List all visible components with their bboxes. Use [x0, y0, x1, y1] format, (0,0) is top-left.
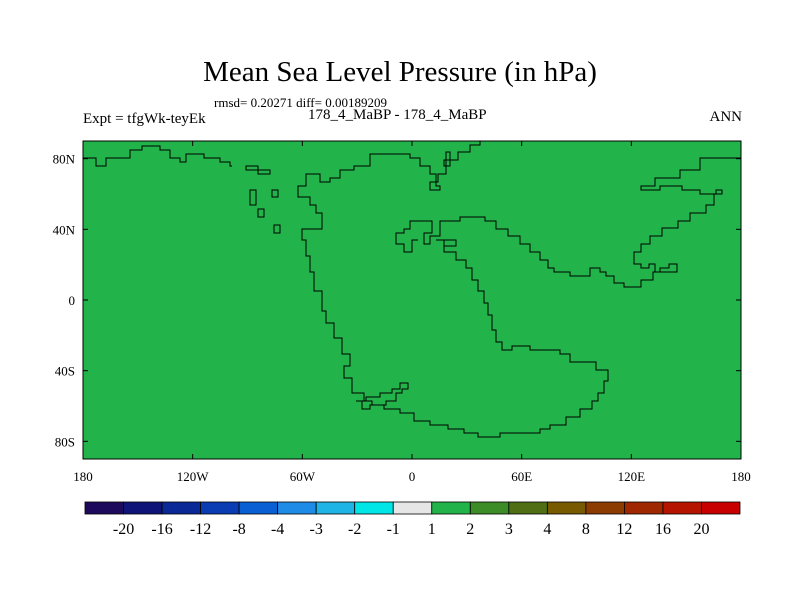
colorbar-labels: -20 -16 -12 -8 -4 -3 -2 -1 1 2 3 4 8 12 16 20 [113, 521, 710, 538]
lon-tick-label: 180 [73, 469, 93, 484]
coastline-north [83, 140, 742, 288]
coastline-greenland [245, 165, 271, 175]
colorbar-label: 8 [582, 521, 590, 538]
coastline-eurasia [297, 141, 609, 438]
colorbar-boxes [84, 501, 741, 515]
island-1 [249, 189, 257, 206]
coastline-sw-lobe [356, 382, 409, 410]
lon-tick-label: 60W [290, 469, 316, 484]
map-title: Mean Sea Level Pressure (in hPa) [203, 56, 597, 88]
case-label: 178_4_MaBP - 178_4_MaBP [308, 107, 487, 123]
colorbar-box [701, 501, 741, 515]
colorbar-box [624, 501, 664, 515]
island-2 [257, 208, 265, 218]
island-4 [273, 224, 281, 234]
colorbar-box [123, 501, 163, 515]
lon-tick-label: 120W [177, 469, 210, 484]
colorbar-label: -4 [271, 521, 284, 538]
pressure-field [83, 141, 741, 459]
longitude-ticks: 180 120W 60W 0 60E 120E 180 [73, 141, 751, 484]
colorbar-box [469, 501, 510, 515]
colorbar-box [392, 501, 433, 515]
colorbar-box [315, 501, 356, 515]
coastline-arctic [83, 145, 232, 167]
colorbar-box [431, 501, 471, 515]
coastlines [83, 140, 742, 438]
colorbar-label: -8 [232, 521, 245, 538]
latitude-ticks: 80N 40N 0 40S 80S [53, 152, 741, 449]
colorbar-label: 12 [616, 521, 632, 538]
colorbar-box [238, 501, 279, 515]
colorbar-box [84, 501, 124, 515]
colorbar-label: 3 [505, 521, 513, 538]
colorbar-label: -2 [348, 521, 361, 538]
colorbar-box [508, 501, 548, 515]
colorbar-label: 16 [655, 521, 671, 538]
lat-tick-label: 80S [55, 434, 75, 449]
colorbar-label: -1 [387, 521, 400, 538]
lon-tick-label: 120E [618, 469, 646, 484]
season-label: ANN [709, 109, 743, 125]
colorbar-box [161, 501, 201, 515]
colorbar-label: 4 [543, 521, 551, 538]
island-3 [271, 189, 279, 198]
colorbar-box [546, 501, 587, 515]
colorbar-label: -12 [190, 521, 211, 538]
colorbar-label: 2 [466, 521, 474, 538]
lake-1 [443, 239, 457, 247]
colorbar-box [662, 501, 702, 515]
colorbar-label: 1 [428, 521, 436, 538]
lon-tick-label: 180 [731, 469, 751, 484]
colorbar-label: -3 [310, 521, 323, 538]
colorbar-box [200, 501, 240, 515]
colorbar-box [277, 501, 317, 515]
lat-tick-label: 0 [69, 293, 76, 308]
lat-tick-label: 40N [53, 222, 76, 237]
colorbar-label: -16 [151, 521, 172, 538]
stats-label: rmsd= 0.20271 diff= 0.00189209 [214, 95, 387, 110]
colorbar-label: -20 [113, 521, 134, 538]
lon-tick-label: 60E [511, 469, 532, 484]
lat-tick-label: 40S [55, 364, 75, 379]
colorbar-box [585, 501, 625, 515]
colorbar-box [354, 501, 394, 515]
colorbar-label: 20 [693, 521, 709, 538]
experiment-label: Expt = tfgWk-teyEk [83, 111, 206, 127]
lon-tick-label: 0 [409, 469, 416, 484]
lat-tick-label: 80N [53, 152, 76, 167]
